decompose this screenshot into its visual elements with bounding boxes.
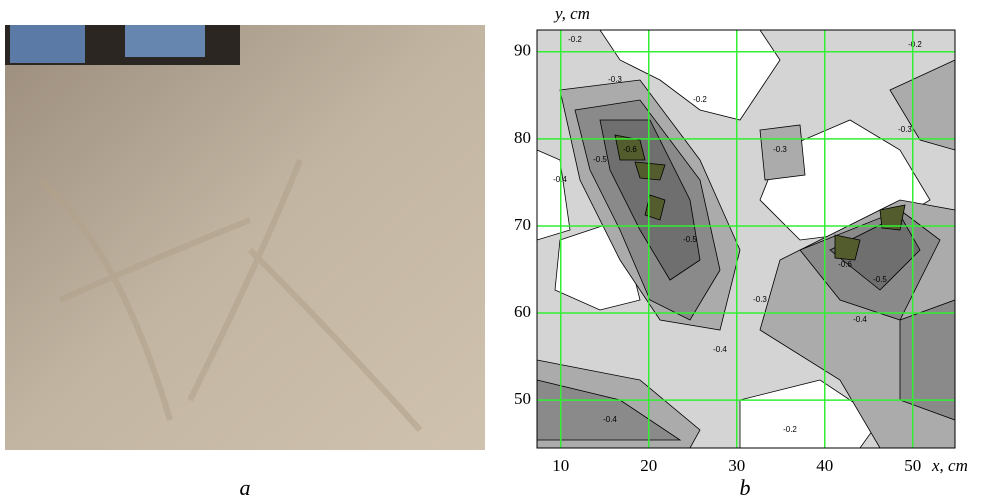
y-tick-label: 90 <box>514 41 531 60</box>
x-tick-label: 30 <box>728 456 745 475</box>
contour-label: -0.2 <box>783 425 797 434</box>
contour-plot: -0.2 -0.2 -0.2 -0.2 -0.3 -0.3 -0.3 -0.3 -0.4 -0.4… <box>536 29 956 449</box>
y-axis-label: y, cm <box>553 4 590 23</box>
contour-label: -0.3 <box>773 145 787 154</box>
contour-label: -0.4 <box>853 315 867 324</box>
x-tick-label: 20 <box>640 456 657 475</box>
contour-label: -0.6 <box>838 260 852 269</box>
y-tick-label: 80 <box>514 128 531 147</box>
y-tick-label: 50 <box>514 389 531 408</box>
contour-region <box>899 299 956 421</box>
contour-label: -0.2 <box>908 40 922 49</box>
contour-label: -0.2 <box>568 35 582 44</box>
contour-label: -0.4 <box>603 415 617 424</box>
contour-region <box>634 161 666 181</box>
contour-label: -0.3 <box>608 75 622 84</box>
contour-label: -0.5 <box>683 235 697 244</box>
y-tick-label: 70 <box>514 215 531 234</box>
photo <box>5 25 485 450</box>
contour-label: -0.4 <box>713 345 727 354</box>
contour-label: -0.5 <box>873 275 887 284</box>
plot-frame <box>536 29 956 449</box>
y-tick-label: 60 <box>514 302 531 321</box>
contour-region <box>879 204 906 231</box>
x-axis-label: x, cm <box>931 456 968 475</box>
contour-label: -0.2 <box>693 95 707 104</box>
x-tick-label: 50 <box>904 456 921 475</box>
contour-high <box>739 379 881 449</box>
contour-label: -0.3 <box>898 125 912 134</box>
contour-region <box>644 194 666 221</box>
contour-label: -0.3 <box>753 295 767 304</box>
panel-label: a <box>240 475 251 500</box>
contour-label: -0.5 <box>593 155 607 164</box>
contour-region <box>834 234 861 261</box>
panel-label: b <box>740 475 751 500</box>
x-tick-label: 40 <box>816 456 833 475</box>
x-tick-label: 10 <box>552 456 569 475</box>
contour-label: -0.6 <box>623 145 637 154</box>
